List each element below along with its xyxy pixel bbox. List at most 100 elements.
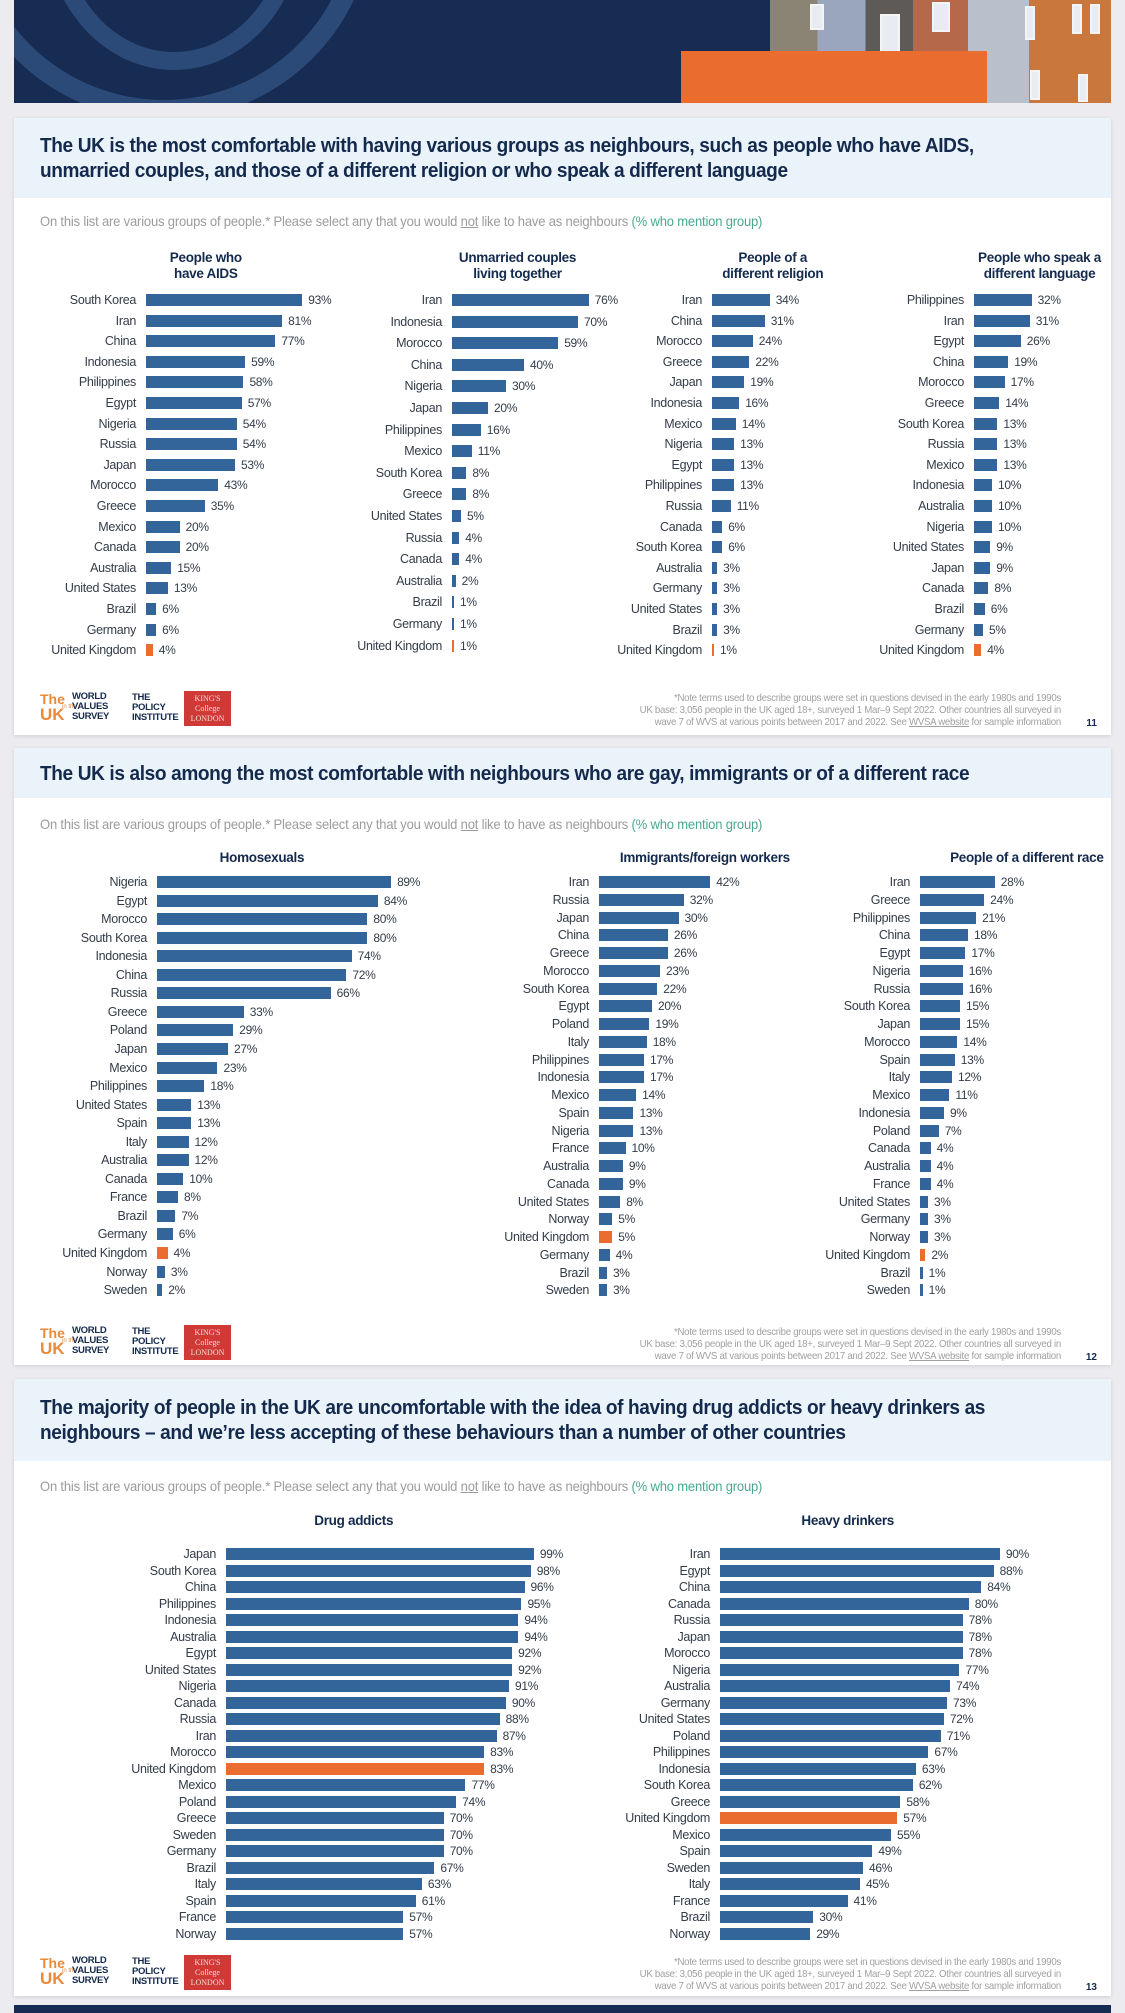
bar-row: Japan 27%: [14, 1041, 480, 1057]
bar-row: Iran 42%: [394, 874, 924, 890]
bar-row: United Kingdom 1%: [514, 642, 942, 658]
category-label: United Kingdom: [825, 1247, 910, 1262]
bar-highlight: [599, 1231, 613, 1243]
bar-row: Philippines 67%: [536, 1744, 1091, 1760]
bar: [226, 1927, 404, 1940]
bar: [599, 964, 660, 977]
slide-title-line: neighbours – and we’re less accepting of…: [40, 1421, 846, 1444]
bar-row: South Korea 93%: [14, 292, 374, 308]
bar: [146, 561, 172, 574]
chart-title: Immigrants/foreign workers: [579, 850, 831, 866]
bar-row: United Kingdom 57%: [536, 1810, 1091, 1826]
bar: [146, 520, 180, 533]
bar-row: South Korea 15%: [744, 998, 1125, 1014]
bar-row: Australia 9%: [394, 1158, 924, 1174]
wvs-logo-text: WORLD VALUES SURVEY: [72, 1326, 109, 1356]
bar: [452, 294, 589, 306]
value-label: 21%: [982, 910, 1006, 925]
category-label: Canada: [922, 581, 964, 596]
bar: [599, 1000, 652, 1013]
category-label: Morocco: [664, 1646, 710, 1660]
bar-row: Morocco 14%: [744, 1034, 1125, 1050]
category-label: Greece: [670, 1794, 711, 1809]
bar: [452, 315, 578, 328]
bar: [920, 1195, 928, 1208]
bar: [712, 541, 723, 554]
value-label: 70%: [449, 1827, 473, 1842]
logo-line: LONDON: [190, 714, 225, 723]
value-label: 14%: [1005, 396, 1029, 410]
category-label: Canada: [400, 552, 442, 567]
bar-row: Japan 15%: [744, 1016, 1125, 1032]
value-label: 3%: [723, 560, 740, 575]
bar: [712, 438, 735, 451]
bar-row: Indonesia 17%: [394, 1069, 924, 1085]
category-label: Iran: [943, 313, 965, 328]
wvsa-website-link[interactable]: WVSA website: [909, 1980, 970, 1992]
chart-title-line: Drug addicts: [314, 1513, 394, 1528]
wvsa-website-link[interactable]: WVSA website: [909, 1350, 970, 1362]
bar: [712, 520, 723, 533]
question-text: On this list are various groups of peopl…: [40, 816, 762, 832]
footnote-text: for sample information: [969, 1350, 1061, 1362]
category-label: Germany: [860, 1212, 911, 1227]
bar: [157, 1265, 165, 1278]
bar-row: Greece 14%: [774, 395, 1125, 411]
bar-row: Spain 49%: [536, 1843, 1091, 1859]
value-label: 78%: [968, 1629, 992, 1644]
bar-row: Australia 94%: [54, 1629, 597, 1645]
value-label: 27%: [234, 1041, 258, 1056]
slide-footer: The UK in the WORLD VALUES SURVEY THE POLICY INS…: [14, 1955, 1111, 1993]
value-label: 53%: [241, 457, 265, 472]
value-label: 18%: [974, 928, 998, 943]
category-label: Indonesia: [537, 1070, 589, 1085]
value-label: 1%: [460, 638, 477, 653]
chart-title: People of a different religion: [692, 250, 854, 282]
value-label: 4%: [465, 530, 482, 545]
logo-line: VALUES: [72, 701, 109, 712]
bar: [146, 541, 180, 554]
bar: [157, 1172, 184, 1185]
value-label: 13%: [173, 581, 197, 596]
bar: [146, 335, 276, 348]
value-label: 72%: [352, 967, 376, 982]
bar-row: Philippines 58%: [14, 374, 374, 390]
bar-row: Sweden 1%: [744, 1282, 1125, 1298]
bar-row: Japan 30%: [394, 910, 924, 926]
bar-row: China 18%: [744, 927, 1125, 943]
category-label: Sweden: [666, 1860, 711, 1875]
category-label: China: [410, 357, 442, 372]
bar: [452, 445, 472, 458]
question-suffix: like to have as neighbours: [478, 213, 632, 229]
category-label: United Kingdom: [62, 1246, 147, 1260]
logo-line: THE: [132, 1956, 151, 1967]
question-not: not: [460, 816, 479, 832]
bar-row: South Korea 80%: [14, 930, 480, 946]
value-label: 57%: [903, 1811, 927, 1825]
bar-row: United States 92%: [54, 1662, 597, 1678]
wvsa-website-link[interactable]: WVSA website: [909, 716, 970, 728]
bar-highlight: [157, 1247, 168, 1259]
hero-banner: [14, 0, 1111, 103]
logo-text: in the: [62, 1968, 77, 1974]
bar: [974, 520, 992, 533]
category-label: Philippines: [89, 1079, 147, 1094]
value-label: 9%: [628, 1159, 646, 1173]
bar: [920, 1089, 950, 1101]
category-label: Sweden: [172, 1827, 217, 1842]
category-label: Norway: [548, 1212, 589, 1227]
category-label: Poland: [178, 1794, 216, 1809]
bar-row: Mexico 14%: [514, 416, 942, 432]
value-label: 13%: [1003, 437, 1027, 452]
category-label: Sweden: [103, 1283, 148, 1298]
category-label: Iran: [889, 875, 911, 889]
bar: [712, 458, 735, 471]
value-label: 10%: [631, 1141, 655, 1156]
bar: [452, 596, 454, 609]
category-label: Russia: [873, 981, 911, 996]
category-label: Spain: [558, 1105, 590, 1120]
chart-immigrants: Immigrants/foreign workers Iran 42% Russia 3…: [394, 850, 790, 1320]
category-label: Mexico: [926, 457, 964, 472]
bar-row: Brazil 67%: [54, 1860, 597, 1876]
bar: [974, 541, 991, 554]
